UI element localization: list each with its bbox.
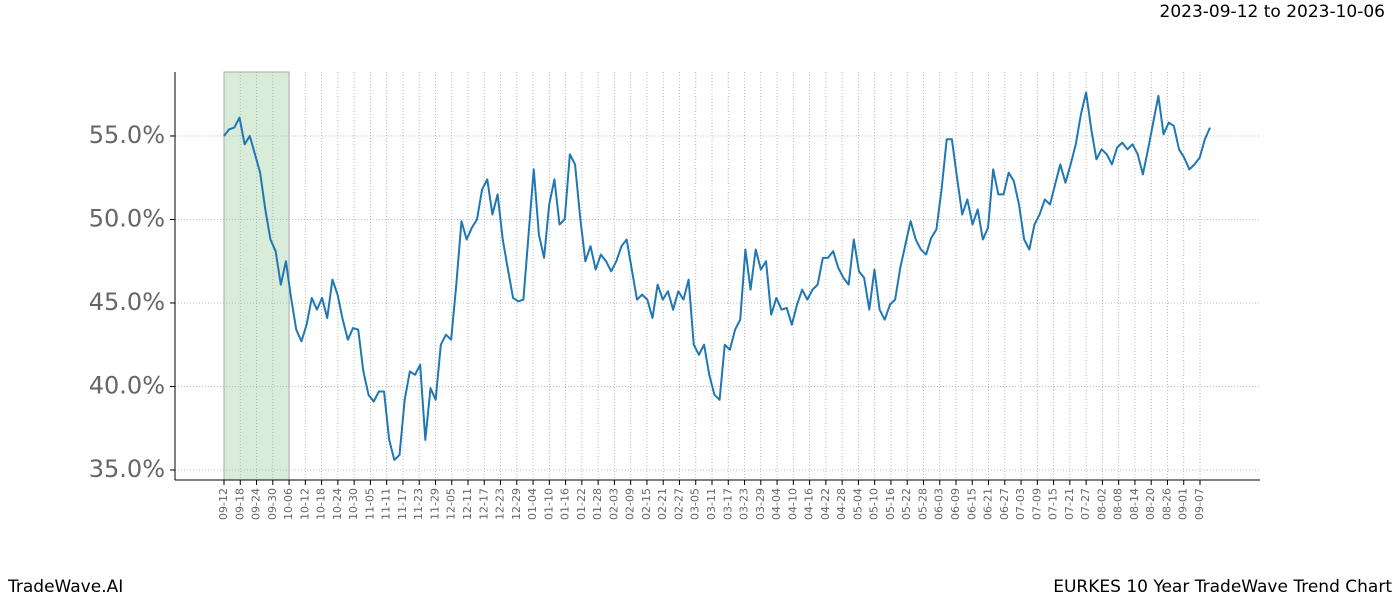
- x-tick-label: 05-04: [851, 488, 864, 520]
- x-tick-label: 06-09: [949, 488, 962, 520]
- x-tick-label: 09-07: [1193, 488, 1206, 520]
- x-tick-label: 08-20: [1144, 488, 1157, 520]
- x-tick-label: 10-18: [315, 488, 328, 520]
- y-tick-label: 40.0%: [89, 371, 165, 399]
- series-line: [223, 91, 1211, 461]
- x-tick-label: 07-21: [1063, 488, 1076, 520]
- x-tick-label: 11-05: [363, 488, 376, 520]
- x-tick-label: 05-10: [868, 488, 881, 520]
- x-tick-label: 04-22: [819, 488, 832, 520]
- x-tick-label: 07-09: [1030, 488, 1043, 520]
- x-tick-label: 10-06: [282, 488, 295, 520]
- y-tick-label: 55.0%: [89, 121, 165, 149]
- x-tick-label: 06-03: [933, 488, 946, 520]
- date-range: 2023-09-12 to 2023-10-06: [1160, 2, 1385, 22]
- x-tick-label: 08-26: [1160, 488, 1173, 520]
- x-tick-label: 12-23: [494, 488, 507, 520]
- x-tick-label: 01-10: [542, 488, 555, 520]
- x-tick-label: 12-29: [510, 488, 523, 520]
- x-tick-label: 02-27: [672, 488, 685, 520]
- x-tick-label: 12-05: [445, 488, 458, 520]
- x-tick-label: 03-05: [689, 488, 702, 520]
- y-tick-label: 50.0%: [89, 204, 165, 232]
- y-tick-label: 35.0%: [89, 455, 165, 483]
- x-tick-label: 08-02: [1095, 488, 1108, 520]
- x-tick-label: 01-28: [591, 488, 604, 520]
- brand: TradeWave.AI: [7, 577, 123, 597]
- x-tick-label: 04-16: [803, 488, 816, 520]
- x-tick-label: 07-27: [1079, 488, 1092, 520]
- x-tick-label: 02-15: [640, 488, 653, 520]
- x-tick-label: 10-12: [298, 488, 311, 520]
- caption: EURKES 10 Year TradeWave Trend Chart: [1053, 577, 1392, 597]
- x-tick-label: 10-30: [347, 488, 360, 520]
- x-tick-label: 03-23: [738, 488, 751, 520]
- x-tick-label: 09-30: [266, 488, 279, 520]
- x-tick-label: 06-21: [982, 488, 995, 520]
- x-tick-label: 03-11: [705, 488, 718, 520]
- x-tick-label: 10-24: [331, 488, 344, 520]
- x-tick-label: 01-04: [526, 488, 539, 520]
- x-tick-label: 01-22: [575, 488, 588, 520]
- x-tick-label: 05-28: [916, 488, 929, 520]
- x-tick-label: 11-11: [380, 488, 393, 520]
- x-tick-label: 09-18: [233, 488, 246, 520]
- x-tick-label: 03-17: [721, 488, 734, 520]
- x-tick-label: 07-03: [1014, 488, 1027, 520]
- x-tick-label: 11-17: [396, 488, 409, 520]
- x-tick-label: 03-29: [754, 488, 767, 520]
- x-tick-label: 04-10: [786, 488, 799, 520]
- x-tick-label: 04-28: [835, 488, 848, 520]
- x-tick-label: 02-03: [607, 488, 620, 520]
- x-tick-label: 06-27: [998, 488, 1011, 520]
- x-tick-label: 02-09: [624, 488, 637, 520]
- x-tick-label: 11-23: [412, 488, 425, 520]
- x-tick-label: 04-04: [770, 488, 783, 520]
- x-tick-label: 06-15: [965, 488, 978, 520]
- x-tick-label: 08-08: [1112, 488, 1125, 520]
- x-tick-label: 05-16: [884, 488, 897, 520]
- x-tick-label: 02-21: [656, 488, 669, 520]
- x-tick-label: 09-24: [250, 488, 263, 520]
- x-tick-label: 09-01: [1177, 488, 1190, 520]
- x-tick-label: 07-15: [1047, 488, 1060, 520]
- x-tick-label: 08-14: [1128, 488, 1141, 520]
- x-tick-label: 12-11: [461, 488, 474, 520]
- x-tick-label: 01-16: [559, 488, 572, 520]
- x-tick-label: 12-17: [477, 488, 490, 520]
- x-tick-label: 05-22: [900, 488, 913, 520]
- x-tick-label: 11-29: [428, 488, 441, 520]
- y-tick-label: 45.0%: [89, 288, 165, 316]
- x-tick-label: 09-12: [217, 488, 230, 520]
